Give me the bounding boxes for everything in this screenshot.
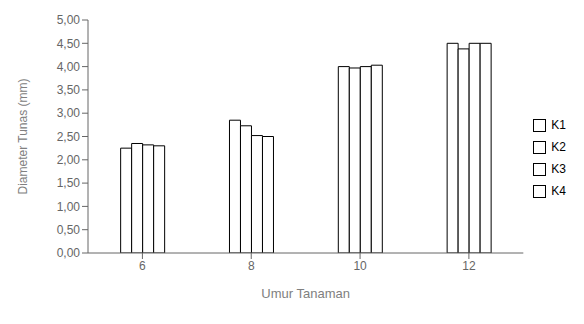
svg-text:4,50: 4,50: [57, 37, 81, 51]
svg-text:12: 12: [462, 259, 476, 273]
svg-text:0,00: 0,00: [57, 246, 81, 260]
svg-text:3,50: 3,50: [57, 83, 81, 97]
html-text:K4: K4: [551, 184, 566, 198]
svg-text:3,00: 3,00: [57, 106, 81, 120]
svg-text:0,50: 0,50: [57, 223, 81, 237]
svg-text:10: 10: [353, 259, 367, 273]
svg-text:6: 6: [139, 259, 146, 273]
svg-text:Diameter Tunas (mm): Diameter Tunas (mm): [16, 78, 30, 194]
svg-text:4,00: 4,00: [57, 60, 81, 74]
svg-text:2,00: 2,00: [57, 153, 81, 167]
svg-text:8: 8: [248, 259, 255, 273]
svg-text:5,00: 5,00: [57, 13, 81, 27]
svg-text:Umur Tanaman: Umur Tanaman: [261, 286, 350, 301]
html-text:K1: K1: [551, 118, 566, 132]
html-text:K2: K2: [551, 140, 566, 154]
svg-text:2,50: 2,50: [57, 130, 81, 144]
svg-text:1,00: 1,00: [57, 200, 81, 214]
svg-text:1,50: 1,50: [57, 176, 81, 190]
html-text:K3: K3: [551, 162, 566, 176]
